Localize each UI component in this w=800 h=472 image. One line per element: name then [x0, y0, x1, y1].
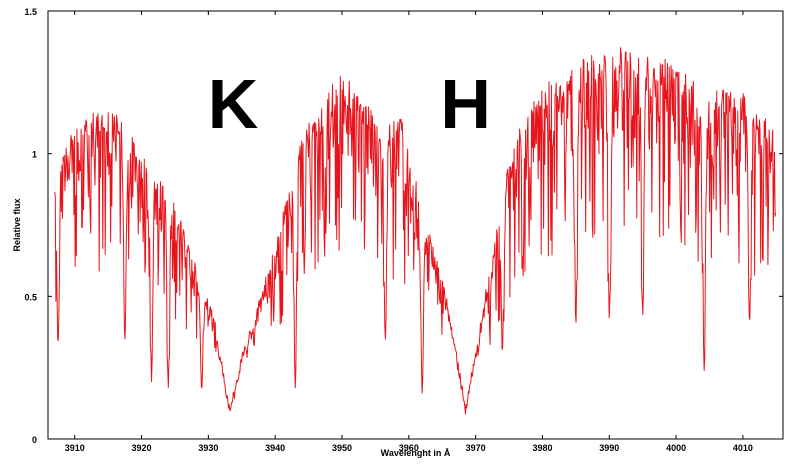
x-tick-label: 3950: [332, 443, 352, 453]
y-axis-label: Relative flux: [12, 198, 22, 251]
x-tick-label: 4010: [733, 443, 753, 453]
y-tick-label: 1: [32, 150, 37, 160]
x-tick-label: 3990: [599, 443, 619, 453]
annotation-k-line: K: [208, 65, 259, 143]
spectrum-series: [54, 47, 777, 415]
annotation-h-line: H: [440, 65, 491, 143]
spectrum-line: [54, 47, 777, 415]
x-axis: 3910 3920 3930 3940 3950 3960 3970 3980 3990 4000…: [65, 11, 753, 453]
x-tick-label: 3980: [532, 443, 552, 453]
x-tick-label: 4000: [666, 443, 686, 453]
x-tick-label: 3960: [399, 443, 419, 453]
y-axis: 0 0.5 1 1.5: [24, 7, 783, 445]
x-tick-label: 3970: [466, 443, 486, 453]
x-tick-label: 3930: [198, 443, 218, 453]
y-tick-label: 0.5: [24, 292, 37, 302]
y-tick-label: 1.5: [24, 7, 37, 17]
x-tick-label: 3920: [132, 443, 152, 453]
x-axis-label: Wavelenght in Å: [381, 448, 451, 458]
y-tick-label: 0: [32, 435, 37, 445]
x-tick-label: 3940: [265, 443, 285, 453]
x-tick-label: 3910: [65, 443, 85, 453]
plot-frame: [47, 10, 784, 440]
